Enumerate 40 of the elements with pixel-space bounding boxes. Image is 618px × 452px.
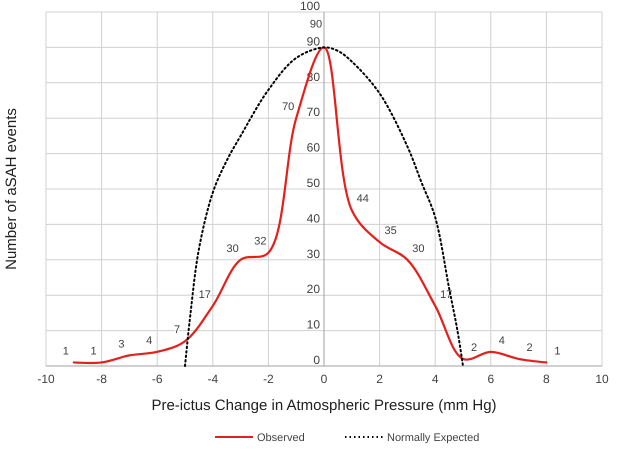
legend-label: Observed [257,432,305,444]
data-label: 30 [226,242,239,255]
y-tick-label: 20 [306,282,320,296]
y-tick-label: 0 [313,353,320,367]
data-label: 70 [282,101,294,114]
data-label: 1 [62,345,69,358]
data-label: 35 [384,225,397,238]
y-tick-label: 60 [306,140,320,155]
y-tick-label: 50 [306,176,320,190]
x-tick-label: 2 [376,372,384,386]
x-tick-label: -4 [207,372,218,386]
data-label: 44 [356,193,369,206]
x-tick-label: -8 [96,372,108,386]
x-tick-label: 8 [543,372,550,386]
data-label: 3 [118,338,124,350]
data-label: 1 [554,345,560,358]
x-tick-label: 4 [432,372,439,386]
y-tick-label: 10 [306,318,320,332]
data-label: 2 [526,342,533,354]
y-tick-label: 40 [306,211,320,226]
data-label: 2 [470,342,478,354]
legend-label: Normally Expected [387,432,480,444]
data-label: 1 [90,345,97,358]
x-axis-title: Pre-ictus Change in Atmospheric Pressure (mm Hg) [151,397,497,414]
y-tick-label: 70 [306,105,320,120]
data-label: 30 [412,242,425,255]
x-tick-label: -6 [152,372,163,386]
data-label: 7 [174,324,180,336]
data-label: 4 [498,334,505,347]
x-tick-label: -2 [263,372,274,386]
x-tick-label: 10 [595,372,609,386]
data-label: 4 [146,334,152,347]
y-tick-label: 100 [300,0,320,13]
x-tick-label: -10 [37,372,55,386]
data-label: 17 [198,288,211,301]
y-tick-label: 30 [306,246,320,261]
data-label: 32 [254,236,267,248]
y-axis-title: Number of aSAH events [3,108,20,270]
y-tick-label: 90 [306,34,320,48]
x-tick-label: 6 [487,372,494,386]
